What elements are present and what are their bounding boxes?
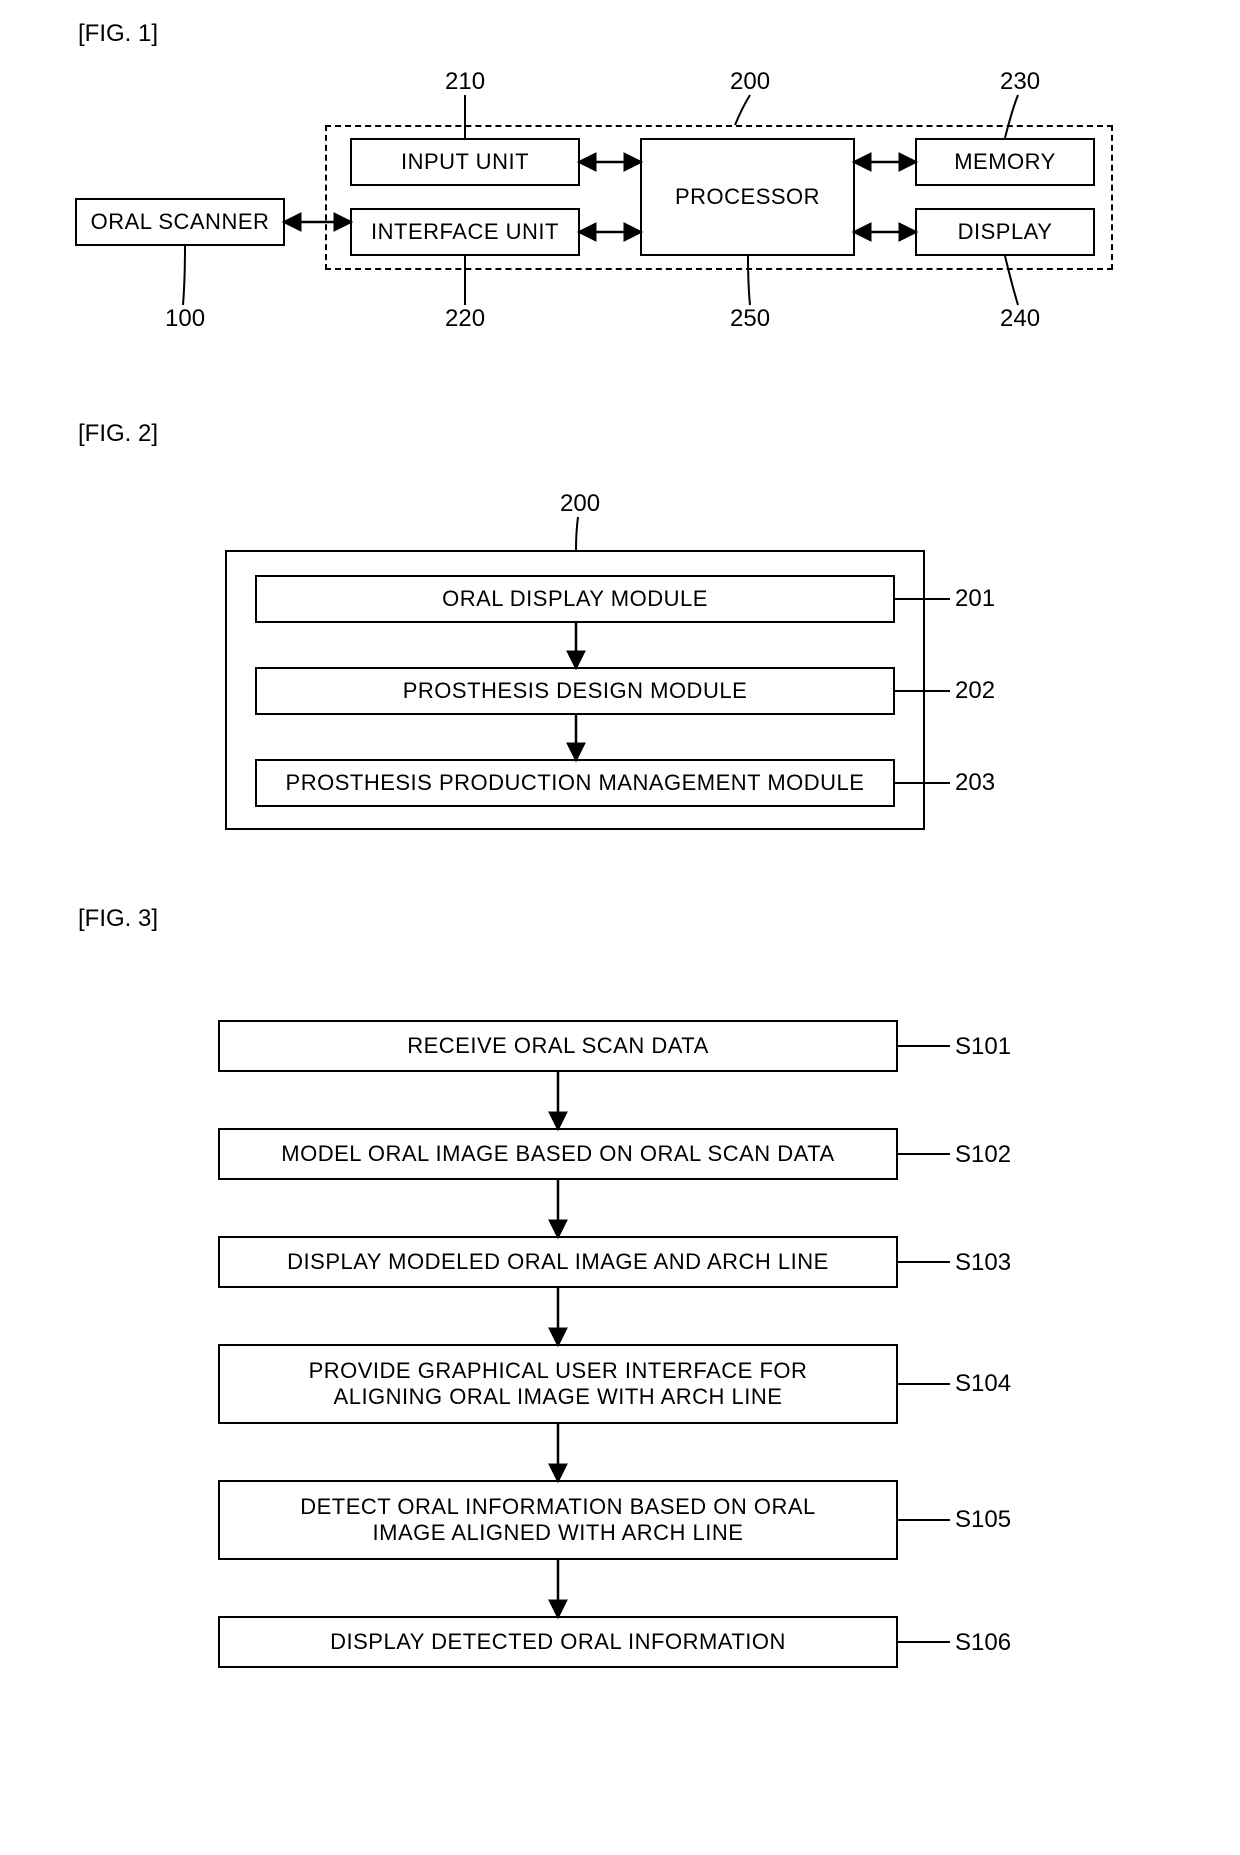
ref-202: 202 xyxy=(955,677,995,705)
step-s102: MODEL ORAL IMAGE BASED ON ORAL SCAN DATA xyxy=(218,1128,898,1180)
ref-s101: S101 xyxy=(955,1033,1011,1061)
ref-240: 240 xyxy=(1000,305,1040,333)
display-box: DISPLAY xyxy=(915,208,1095,256)
fig3-label: [FIG. 3] xyxy=(78,905,158,933)
ref-210: 210 xyxy=(445,68,485,96)
ref-100: 100 xyxy=(165,305,205,333)
module-203: PROSTHESIS PRODUCTION MANAGEMENT MODULE xyxy=(255,759,895,807)
ref-250: 250 xyxy=(730,305,770,333)
module-202: PROSTHESIS DESIGN MODULE xyxy=(255,667,895,715)
ref-s102: S102 xyxy=(955,1141,1011,1169)
interface-unit-box: INTERFACE UNIT xyxy=(350,208,580,256)
ref-201: 201 xyxy=(955,585,995,613)
fig1-label: [FIG. 1] xyxy=(78,20,158,48)
ref-s103: S103 xyxy=(955,1249,1011,1277)
step-s105: DETECT ORAL INFORMATION BASED ON ORAL IM… xyxy=(218,1480,898,1560)
fig2-label: [FIG. 2] xyxy=(78,420,158,448)
ref-203: 203 xyxy=(955,769,995,797)
fig2-ref-200: 200 xyxy=(560,490,600,518)
processor-box: PROCESSOR xyxy=(640,138,855,256)
ref-s105: S105 xyxy=(955,1506,1011,1534)
oral-scanner-box: ORAL SCANNER xyxy=(75,198,285,246)
ref-s104: S104 xyxy=(955,1370,1011,1398)
step-s101: RECEIVE ORAL SCAN DATA xyxy=(218,1020,898,1072)
step-s103: DISPLAY MODELED ORAL IMAGE AND ARCH LINE xyxy=(218,1236,898,1288)
step-s106: DISPLAY DETECTED ORAL INFORMATION xyxy=(218,1616,898,1668)
ref-230: 230 xyxy=(1000,68,1040,96)
memory-box: MEMORY xyxy=(915,138,1095,186)
step-s104: PROVIDE GRAPHICAL USER INTERFACE FOR ALI… xyxy=(218,1344,898,1424)
ref-200: 200 xyxy=(730,68,770,96)
ref-220: 220 xyxy=(445,305,485,333)
page: [FIG. 1] ORAL SCANNER INPUT UNIT INTERFA… xyxy=(0,0,1240,1855)
module-201: ORAL DISPLAY MODULE xyxy=(255,575,895,623)
ref-s106: S106 xyxy=(955,1629,1011,1657)
input-unit-box: INPUT UNIT xyxy=(350,138,580,186)
connectors xyxy=(0,0,1240,1855)
